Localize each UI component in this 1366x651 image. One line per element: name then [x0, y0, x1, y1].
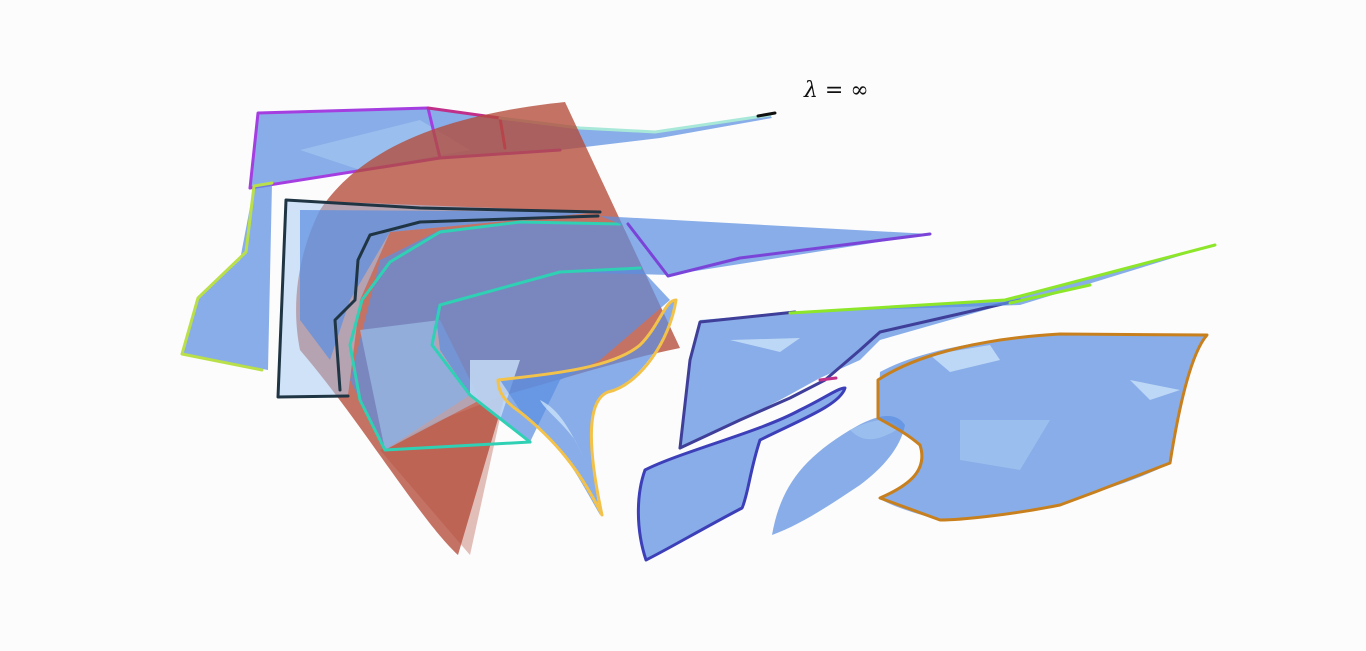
orange-large-surface	[876, 332, 1209, 522]
teal-panel-front	[430, 266, 670, 444]
lime-edge-strip	[788, 243, 1217, 315]
blue-tube	[772, 415, 905, 535]
dark-outlined-panel	[276, 198, 602, 399]
left-lime-panel	[180, 181, 274, 372]
middle-right-upper-panel	[678, 298, 1022, 450]
lambda-infinity-annotation: λ = ∞	[804, 78, 869, 103]
violet-wing	[600, 216, 932, 278]
yellow-funnel-surface	[496, 298, 678, 517]
navy-lobe	[636, 386, 847, 562]
